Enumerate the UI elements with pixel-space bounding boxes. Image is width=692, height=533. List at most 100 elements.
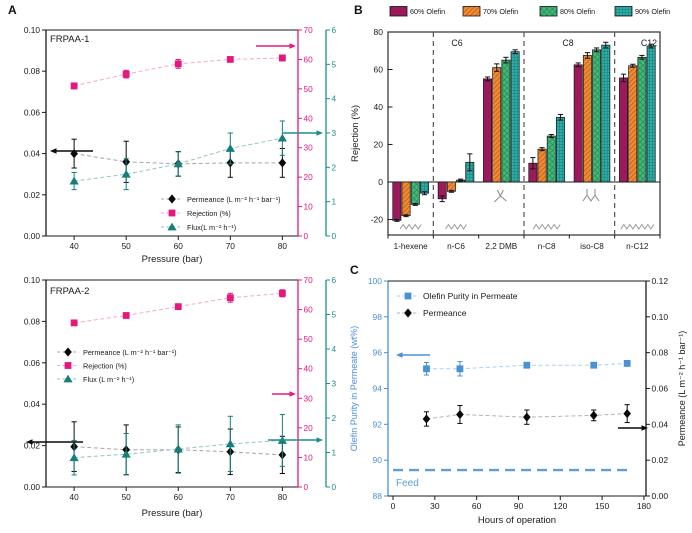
y-tick-label: 0 <box>304 482 309 492</box>
bar <box>492 67 502 183</box>
chart-rejection-bars: -20 0 20 40 60 80 Rejection (%) C6 C8 C12 1-hexene… <box>350 6 670 251</box>
y-tick-label: 60 <box>304 305 314 315</box>
legend-label: 70% Olefin <box>483 7 518 16</box>
data-point-square <box>523 361 531 369</box>
y-tick-label: 4 <box>332 344 337 354</box>
y-tick-label: 0 <box>304 231 309 241</box>
bar <box>582 55 592 183</box>
x-tick-label: 60 <box>174 241 184 251</box>
x-tick-label: n-C6 <box>447 242 465 251</box>
y-tick-label: 0.02 <box>652 455 669 465</box>
legend-item: Rejection (%) <box>57 362 127 371</box>
bar <box>556 116 565 183</box>
legend-item: Flux(L m⁻² h⁻¹) <box>161 222 236 232</box>
bar-series <box>401 52 638 218</box>
y-tick-label: 92 <box>373 419 383 429</box>
annotation-arrow-head <box>641 425 648 431</box>
y-tick-label: 40 <box>304 113 314 123</box>
data-point-diamond <box>404 308 412 318</box>
y-tick-label: 0.00 <box>652 491 669 501</box>
x-tick-label: 90 <box>514 501 524 511</box>
y-tick-label: 0.08 <box>24 316 41 326</box>
y-tick-label: 1 <box>332 197 337 207</box>
bar <box>546 135 556 183</box>
y-tick-label: 0.00 <box>24 482 41 492</box>
bar <box>646 45 656 183</box>
feed-label: Feed <box>396 478 419 489</box>
x-tick-label: 60 <box>174 492 184 502</box>
y-tick-label: 3 <box>332 379 337 389</box>
bar <box>510 51 520 183</box>
y-tick-label: 2 <box>332 413 337 423</box>
data-point-square <box>168 209 176 217</box>
panel-a-label: A <box>8 3 17 17</box>
y-tick-label: 100 <box>368 276 382 286</box>
data-point-diamond <box>422 414 431 424</box>
data-point-triangle <box>121 169 131 178</box>
y-tick-label: 0.06 <box>652 384 669 394</box>
x-tick-label: 80 <box>278 241 288 251</box>
legend-item: Rejection (%) <box>161 209 231 218</box>
data-point-triangle <box>63 374 73 383</box>
x-tick-label: 180 <box>637 501 651 511</box>
y-tick-label: 88 <box>373 491 383 501</box>
data-point-triangle <box>173 444 183 453</box>
legend-label: 90% Olefin <box>635 7 670 16</box>
molecule-structure-icon <box>582 189 600 202</box>
subplot-title: FRPAA-1 <box>50 34 89 45</box>
data-point-square <box>456 365 464 373</box>
annotation-arrow-head <box>289 43 296 49</box>
y-axis-label: Permeance (L m⁻² h⁻¹ bar⁻¹) <box>677 331 687 446</box>
data-point-diamond <box>64 347 72 357</box>
y-tick-label: 5 <box>332 310 337 320</box>
legend-item: 80% Olefin <box>539 6 595 17</box>
y-tick-label: 30 <box>304 143 314 153</box>
plot-area: 88 90 92 94 96 98 100 Olefin Purity in Permeate… <box>349 276 687 526</box>
x-tick-label: n-C8 <box>538 242 556 251</box>
bar <box>601 44 611 183</box>
y-tick-label: 1 <box>332 448 337 458</box>
y-axis-label: Rejection (%) <box>350 105 361 162</box>
series-line <box>74 446 283 456</box>
data-point-triangle <box>69 176 79 185</box>
bar <box>401 181 411 217</box>
data-point-square <box>226 56 234 63</box>
data-point-diamond <box>589 410 598 420</box>
legend-item: 90% Olefin <box>614 6 670 17</box>
x-tick-label: 120 <box>553 501 567 511</box>
legend-item: Permeance (L m⁻² h⁻¹ bar⁻¹) <box>161 194 281 204</box>
bar <box>410 181 420 205</box>
data-point-square <box>174 303 182 311</box>
legend-item: Permeance <box>397 308 467 318</box>
data-point-diamond <box>523 412 531 422</box>
x-tick-label: 1-hexene <box>394 242 429 251</box>
legend-item: Olefin Purity in Permeate <box>397 291 518 301</box>
y-tick-label: 0 <box>378 177 383 187</box>
data-point-square <box>70 82 78 90</box>
y-tick-label: 20 <box>374 139 384 149</box>
legend-label: Permeance <box>423 308 467 318</box>
y-tick-label: 0.12 <box>652 276 669 286</box>
y-axis-label: Olefin Purity in Permeate (wt%) <box>349 326 359 452</box>
y-tick-label: -20 <box>371 214 384 224</box>
x-axis-label: Hours of operation <box>478 515 556 526</box>
data-point-diamond <box>168 194 176 204</box>
annotation-arrow-head <box>50 148 57 154</box>
series-triangle <box>69 414 287 476</box>
data-point-diamond <box>456 409 464 420</box>
bar-series <box>420 41 656 196</box>
chart-operation-stability: 88 90 92 94 96 98 100 Olefin Purity in Permeate… <box>349 276 687 526</box>
y-tick-label: 0.08 <box>652 348 669 358</box>
data-point-square <box>70 319 78 327</box>
legend-item: 70% Olefin <box>462 6 518 17</box>
data-point-triangle <box>167 222 177 231</box>
data-point-square <box>122 70 130 78</box>
legend-label: Flux(L m⁻² h⁻¹) <box>187 223 236 232</box>
y-tick-label: 0.10 <box>24 275 41 285</box>
y-tick-label: 0.02 <box>24 441 41 451</box>
y-tick-label: 0.08 <box>24 66 41 76</box>
legend-label: Permeance (L m⁻² h⁻¹ bar⁻¹) <box>83 348 177 357</box>
y-tick-label: 96 <box>373 348 383 358</box>
